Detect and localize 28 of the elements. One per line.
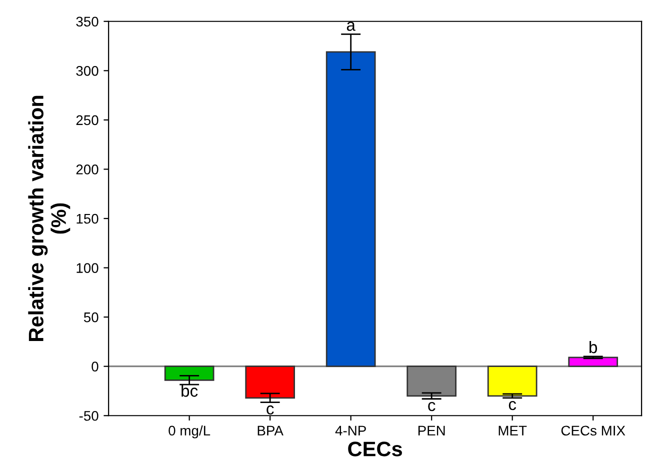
bar [326,51,376,368]
x-tick-label: 0 mg/L [168,425,210,438]
annotation: c [508,400,516,410]
annotation: bc [182,384,198,397]
y-tick-label: 200 [76,164,98,174]
x-tick-label: BPA [258,426,284,436]
bar [487,366,538,397]
x-tick-label: PEN [418,426,445,436]
annotation: a [346,22,356,31]
annotation: c [428,402,436,412]
y-tick-label: 0 [92,362,98,372]
y-tick-label: 50 [84,312,98,322]
y-tick-label: 300 [76,66,98,76]
x-tick-label: 4-NP [335,426,366,436]
x-tick-label: MET [498,426,527,436]
y-tick-label: 100 [76,263,98,273]
x-axis-title: CECs [348,442,402,456]
x-tick-label: CECs MIX [561,426,626,436]
bar [245,366,295,399]
y-tick-label: -50 [79,410,98,421]
annotation: b [590,340,598,354]
y-tick-label: 250 [76,115,98,126]
y-tick-label: 150 [76,214,98,224]
annotation: c [266,405,274,415]
y-tick-label: 350 [76,16,98,27]
y-axis-title: Relative growth variation (%) [28,96,70,341]
bar [164,366,214,381]
bar [568,356,618,368]
